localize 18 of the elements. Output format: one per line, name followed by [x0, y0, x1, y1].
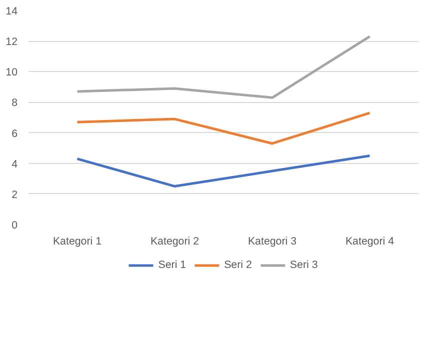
line-series	[76, 112, 371, 145]
legend-label: Seri 2	[224, 259, 252, 271]
y-tick-label: 2	[12, 188, 18, 201]
legend-label: Seri 1	[158, 259, 186, 271]
line-series	[76, 35, 371, 99]
x-tick-label: Kategori 2	[150, 236, 200, 248]
y-tick-label: 4	[12, 158, 18, 170]
y-tick-label: 12	[6, 36, 18, 48]
x-tick-label: Kategori 3	[248, 236, 297, 248]
y-tick-label: 14	[6, 6, 18, 18]
line-series	[76, 154, 371, 188]
x-tick-label: Kategori 4	[345, 236, 394, 248]
y-tick-label: 0	[12, 220, 18, 232]
legend-label: Seri 3	[290, 259, 318, 271]
x-tick-label: Kategori 1	[52, 236, 102, 248]
y-tick-label: 8	[12, 97, 18, 110]
y-tick-label: 10	[6, 66, 18, 79]
y-tick-label: 6	[12, 128, 18, 140]
